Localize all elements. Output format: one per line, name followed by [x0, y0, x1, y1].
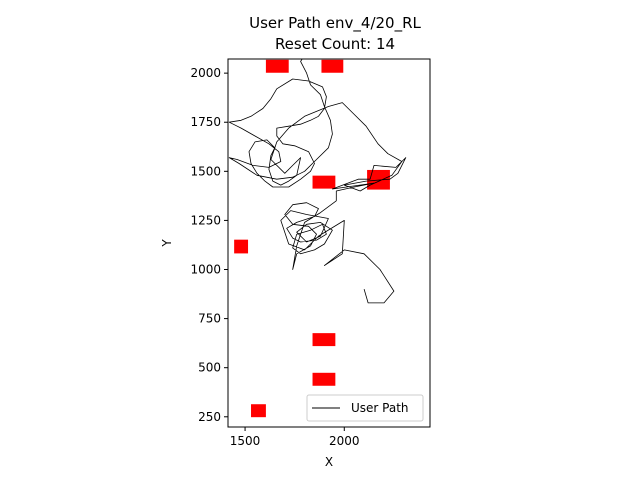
obstacle-rect [312, 333, 336, 347]
legend-box [306, 394, 424, 422]
plot-frame [227, 58, 431, 428]
y-tick-label: 500 [198, 361, 221, 375]
chart-title: User Path env_4/20_RL [249, 14, 421, 33]
legend-label: User Path [351, 401, 409, 415]
y-tick-label: 1750 [190, 115, 221, 129]
obstacle-rect [265, 59, 289, 73]
y-axis-ticks: 250 500 750 1000 1250 1500 1750 2000 [190, 66, 228, 424]
legend: User Path [306, 394, 424, 422]
obstacle-rect [251, 404, 266, 418]
plot-area [228, 59, 407, 418]
obstacle-rect [321, 59, 344, 73]
x-tick-label: 2000 [329, 434, 360, 448]
y-tick-label: 1250 [190, 213, 221, 227]
x-axis-ticks: 1500 2000 [230, 427, 360, 448]
y-axis-label: Y [160, 239, 174, 248]
y-tick-label: 1500 [190, 164, 221, 178]
x-tick-label: 1500 [230, 434, 261, 448]
y-tick-label: 1000 [190, 263, 221, 277]
y-tick-label: 750 [198, 312, 221, 326]
obstacle-rect [234, 239, 249, 254]
user-path-line [228, 59, 407, 304]
y-tick-label: 2000 [190, 66, 221, 80]
path-layer [228, 59, 407, 304]
x-axis-label: X [325, 455, 333, 469]
chart-subtitle: Reset Count: 14 [275, 35, 395, 53]
obstacle-rect [312, 372, 336, 386]
y-tick-label: 250 [198, 410, 221, 424]
obstacle-rect [312, 175, 336, 189]
